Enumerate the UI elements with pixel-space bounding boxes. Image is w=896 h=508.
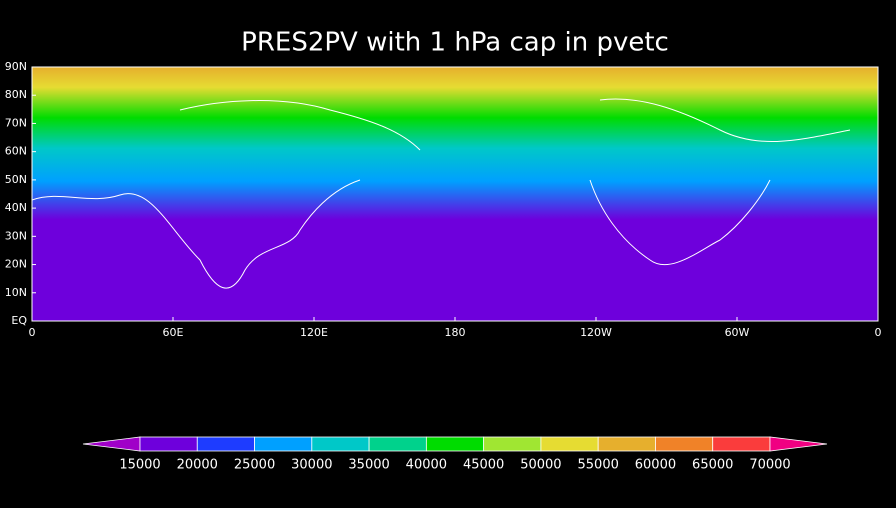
colorbar-label: 70000 xyxy=(749,458,790,473)
lat-label: 70N xyxy=(5,116,27,129)
lon-label: 180 xyxy=(445,326,466,339)
colorbar-label: 25000 xyxy=(234,458,275,473)
colorbar-box xyxy=(139,436,198,452)
colorbar-box xyxy=(540,436,599,452)
colorbar-high xyxy=(769,436,828,452)
lon-label: 0 xyxy=(29,326,36,339)
lat-label: 20N xyxy=(5,258,27,271)
coastlines xyxy=(31,98,851,289)
colorbar-label: 35000 xyxy=(348,458,389,473)
coastline xyxy=(179,100,421,151)
colorbar-box xyxy=(196,436,255,452)
coastline xyxy=(599,98,851,143)
lat-label: 90N xyxy=(5,60,27,73)
lon-label: 60W xyxy=(725,326,750,339)
colorbar-label: 40000 xyxy=(406,458,447,473)
colorbar-label: 30000 xyxy=(291,458,332,473)
colorbar-box xyxy=(254,436,313,452)
coastline xyxy=(31,179,361,289)
colorbar-label: 60000 xyxy=(635,458,676,473)
colorbar-box xyxy=(655,436,714,452)
lon-label: 0 xyxy=(875,326,882,339)
lat-label: 60N xyxy=(5,145,27,158)
colorbar-label: 55000 xyxy=(578,458,619,473)
lat-label: 50N xyxy=(5,173,27,186)
map-title: PRES2PV with 1 hPa cap in pvetc xyxy=(241,28,669,58)
lat-label: 80N xyxy=(5,88,27,101)
lon-label: 60E xyxy=(163,326,184,339)
colorbar-label: 45000 xyxy=(463,458,504,473)
colorbar-label: 65000 xyxy=(692,458,733,473)
colorbar-box xyxy=(311,436,370,452)
colorbar-label: 20000 xyxy=(177,458,218,473)
lat-label: 40N xyxy=(5,201,27,214)
lat-label: 10N xyxy=(5,286,27,299)
lon-label: 120E xyxy=(300,326,328,339)
colorbar-label: 50000 xyxy=(520,458,561,473)
lat-label: 30N xyxy=(5,229,27,242)
colorbar-box xyxy=(712,436,771,452)
lon-label: 120W xyxy=(580,326,612,339)
colorbar-label: 15000 xyxy=(119,458,160,473)
pv-field xyxy=(32,67,878,321)
colorbar-box xyxy=(597,436,656,452)
lat-label: EQ xyxy=(11,314,27,327)
colorbar-box xyxy=(425,436,485,452)
colorbar-box xyxy=(483,436,542,452)
colorbar-box xyxy=(368,436,427,452)
coastline xyxy=(589,179,771,266)
